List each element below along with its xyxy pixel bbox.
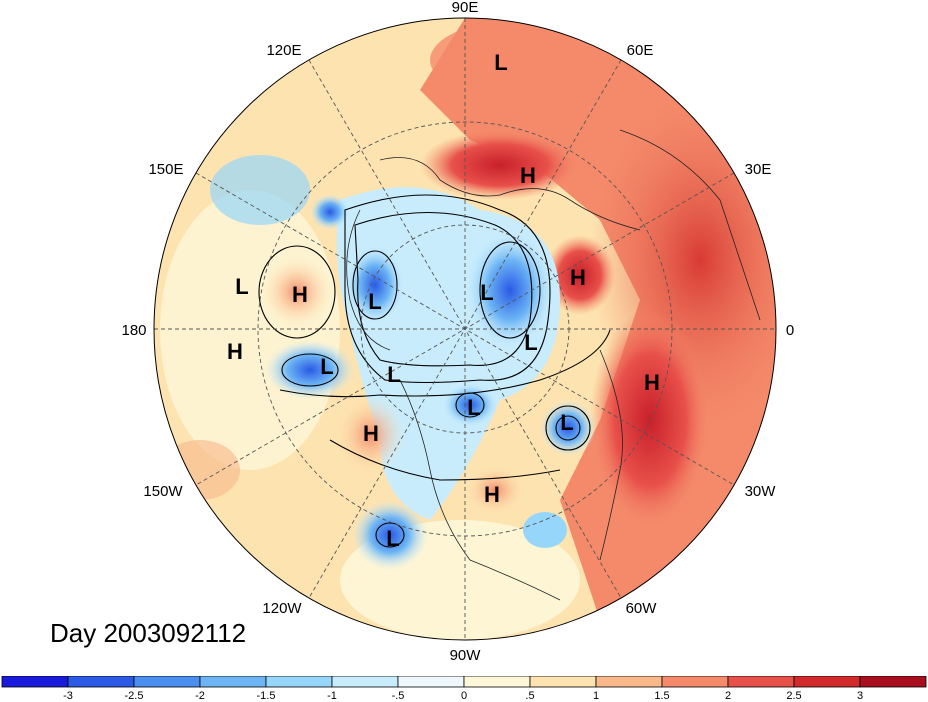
anomaly-field — [154, 18, 776, 640]
colorbar-tick-label: 1.5 — [654, 690, 669, 702]
contour-lines — [258, 194, 611, 548]
pressure-center-label: H — [227, 339, 243, 364]
colorbar-box — [199, 676, 267, 688]
pressure-centers: L H H L H L L H H L L L L H L H H L — [227, 50, 660, 551]
colorbar-box — [793, 676, 861, 688]
lon-label-120w: 120W — [262, 600, 302, 617]
colorbar-tick-label: -1.5 — [257, 690, 276, 702]
colorbar-tick-label: 0 — [461, 690, 467, 702]
pressure-center-label: L — [494, 50, 507, 75]
colorbar-box — [1, 676, 69, 688]
colorbar-box — [133, 676, 201, 688]
coastlines — [346, 129, 761, 601]
pressure-center-label: L — [386, 526, 399, 551]
colorbar-box — [859, 676, 927, 688]
lon-label-150w: 150W — [143, 483, 183, 500]
pressure-center-label: L — [524, 330, 537, 355]
pressure-center-label: L — [480, 280, 493, 305]
pressure-center-label: L — [560, 410, 573, 435]
colorbar-box — [463, 676, 531, 688]
pressure-center-label: L — [235, 274, 248, 299]
pressure-center-label: H — [570, 265, 586, 290]
pressure-center-label: L — [320, 354, 333, 379]
map-border — [153, 17, 777, 641]
colorbar-tick-label: 1 — [593, 690, 599, 702]
pressure-center-label: H — [520, 163, 536, 188]
polar-map: 90E 60E 30E 0 30W 60W 90W 120W 150W 180 … — [121, 0, 794, 664]
colorbar-tick-label: 2.5 — [786, 690, 801, 702]
colorbar-box — [727, 676, 795, 688]
colorbar-box — [529, 676, 597, 688]
lon-label-30e: 30E — [745, 161, 772, 178]
colorbar-box — [331, 676, 399, 688]
colorbar-tick-label: -2.5 — [125, 690, 144, 702]
lon-label-60e: 60E — [627, 42, 654, 59]
pressure-center-label: H — [363, 421, 379, 446]
colorbar: -3 -2.5 -2 -1.5 -1 -.5 0 .5 1 1.5 2 2.5 3 — [1, 676, 927, 702]
colorbar-tick-label: 2 — [725, 690, 731, 702]
colorbar-tick-label: -3 — [63, 690, 73, 702]
colorbar-tick-label: -.5 — [392, 690, 405, 702]
longitude-labels: 90E 60E 30E 0 30W 60W 90W 120W 150W 180 … — [121, 0, 794, 664]
colorbar-boxes — [1, 676, 927, 688]
colorbar-box — [595, 676, 663, 688]
pressure-center-label: L — [368, 289, 381, 314]
colorbar-tick-label: -2 — [195, 690, 205, 702]
lon-label-30w: 30W — [745, 483, 777, 500]
lon-label-120e: 120E — [266, 42, 301, 59]
pressure-center-label: H — [644, 370, 660, 395]
pressure-center-label: H — [484, 482, 500, 507]
colorbar-box — [67, 676, 135, 688]
lon-label-90e: 90E — [452, 0, 479, 16]
graticule — [154, 18, 776, 640]
colorbar-tick-label: 3 — [857, 690, 863, 702]
colorbar-tick-labels: -3 -2.5 -2 -1.5 -1 -.5 0 .5 1 1.5 2 2.5 3 — [63, 690, 863, 702]
lon-label-90w: 90W — [450, 647, 482, 664]
lon-label-0: 0 — [786, 322, 794, 339]
colorbar-box — [397, 676, 465, 688]
lon-label-180: 180 — [121, 322, 146, 339]
pressure-center-label: L — [467, 395, 480, 420]
colorbar-box — [265, 676, 333, 688]
date-label: Day 2003092112 — [50, 618, 247, 648]
lon-label-150e: 150E — [148, 161, 183, 178]
colorbar-box — [661, 676, 729, 688]
pressure-center-label: L — [387, 362, 400, 387]
colorbar-tick-label: .5 — [525, 690, 534, 702]
lon-label-60w: 60W — [626, 600, 658, 617]
colorbar-tick-label: -1 — [327, 690, 337, 702]
pressure-center-label: H — [292, 282, 308, 307]
